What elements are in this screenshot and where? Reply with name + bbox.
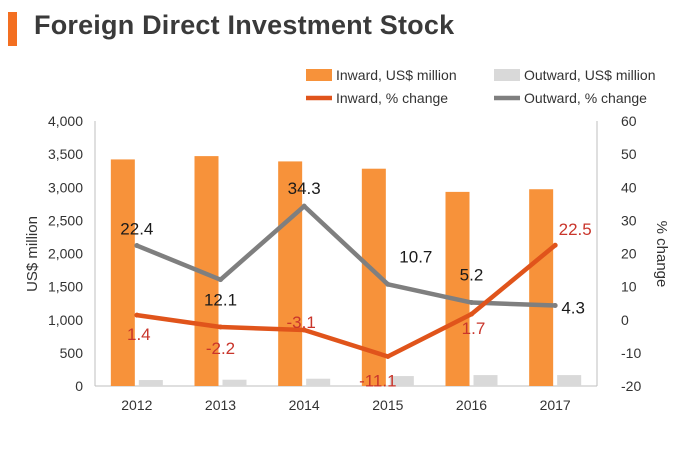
point-inward-change [301,327,307,333]
x-tick-label: 2012 [121,397,152,413]
point-outward-change [301,203,307,209]
data-labels: 22.4 12.1 34.3 10.7 5.2 4.3 1.4 -2.2 -3.1 -11.1 1.… [120,179,591,390]
y-tick-label: 3,000 [48,179,83,195]
x-tick-label: 2015 [372,397,403,413]
y-tick-label: 1,000 [48,312,83,328]
y2-tick-label: 0 [621,312,629,328]
label-inward-change: 1.4 [127,325,151,344]
legend-label: Inward, % change [336,90,448,106]
y-tick-label: 2,500 [48,212,83,228]
bar-series [110,156,582,386]
label-outward-change: 22.4 [120,220,153,239]
bar-outward [473,375,498,386]
y2-tick-label: 30 [621,212,637,228]
x-tick-label: 2013 [205,397,236,413]
bar-outward [389,376,414,386]
y2-tick-label: 50 [621,146,637,162]
legend-swatch [494,69,520,81]
point-inward-change [385,354,391,360]
y-tick-label: 0 [75,378,83,394]
point-inward-change [218,324,223,330]
bar-inward [445,191,470,386]
point-inward-change [134,312,140,318]
label-inward-change: 1.7 [462,319,486,338]
label-outward-change: 34.3 [288,179,321,198]
legend-label: Outward, % change [524,90,647,106]
point-inward-change [552,242,558,248]
label-inward-change: -2.2 [206,339,235,358]
y2-tick-label: -10 [621,345,641,361]
x-tick-label: 2016 [456,397,487,413]
tick-labels: 05001,0001,5002,0002,5003,0003,5004,000-… [48,113,641,413]
bar-outward [222,379,247,386]
axes [94,121,598,387]
bar-inward [529,189,554,386]
label-inward-change: 22.5 [559,220,592,239]
page-title: Foreign Direct Investment Stock [34,10,455,40]
line-series [134,203,558,360]
y2-tick-label: 40 [621,179,637,195]
point-outward-change [469,300,474,306]
label-outward-change: 12.1 [204,291,237,310]
bar-outward [306,378,331,386]
x-tick-label: 2017 [540,397,571,413]
legend-swatch [306,69,332,81]
y-tick-label: 4,000 [48,113,83,129]
line-inward-change [134,242,558,359]
y-tick-label: 1,500 [48,279,83,295]
y2-tick-label: 10 [621,279,637,295]
y2-tick-label: -20 [621,378,641,394]
y-tick-label: 500 [60,345,84,361]
legend-label: Outward, US$ million [524,67,656,83]
y-axis-title: US$ million [24,216,41,292]
point-outward-change [134,243,140,249]
point-inward-change [469,311,474,317]
y2-tick-label: 60 [621,113,637,129]
y2-tick-label: 20 [621,246,637,262]
y-tick-label: 2,000 [48,246,83,262]
x-tick-label: 2014 [289,397,320,413]
legend: Inward, US$ million Outward, US$ million I… [306,67,656,106]
title-accent-bar [8,12,17,46]
bar-outward [138,380,163,386]
point-outward-change [385,281,391,287]
y-tick-label: 3,500 [48,146,83,162]
legend-label: Inward, US$ million [336,67,457,83]
label-outward-change: 10.7 [399,247,432,266]
label-inward-change: -3.1 [287,313,316,332]
label-outward-change: 5.2 [460,266,484,285]
y2-axis-title: % change [653,221,670,288]
bar-outward [557,375,582,386]
point-outward-change [218,277,223,283]
bar-inward [110,159,135,386]
point-outward-change [552,303,558,309]
label-inward-change: -11.1 [359,372,397,391]
label-outward-change: 4.3 [561,299,585,318]
bar-inward [278,161,303,386]
